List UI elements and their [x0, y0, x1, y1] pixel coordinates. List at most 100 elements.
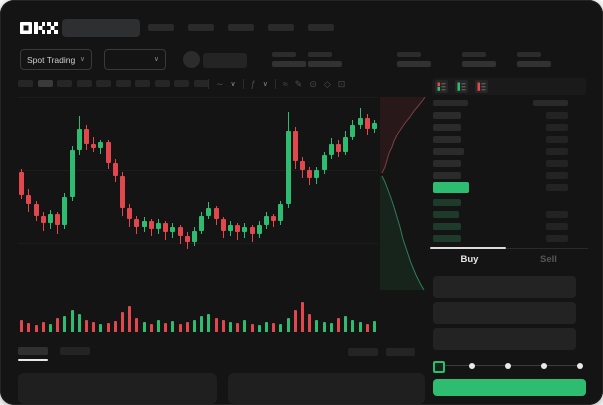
line-type-icon[interactable]: ≈: [282, 79, 288, 89]
timeframe-button[interactable]: [174, 80, 189, 87]
depth-asks-fill: [380, 97, 425, 173]
nav-item[interactable]: [188, 24, 214, 31]
okx-logo[interactable]: OKX: [20, 21, 58, 35]
volume-bar: [336, 318, 340, 332]
volume-bar: [27, 323, 31, 332]
bottom-tab[interactable]: [60, 347, 90, 355]
timeframe-button[interactable]: [96, 80, 111, 87]
orderbook-price-bar[interactable]: [433, 211, 459, 218]
bottom-row-control[interactable]: [348, 348, 378, 356]
orderbook-price-bar[interactable]: [433, 148, 464, 155]
orderbook-price-bar[interactable]: [433, 136, 461, 143]
volume-bar: [329, 323, 333, 332]
candles-layer: [18, 95, 378, 292]
orderbook-price-bar[interactable]: [433, 160, 461, 167]
candle-body: [242, 226, 248, 233]
chevron-down-icon[interactable]: ∨: [262, 80, 268, 88]
book-asks-icon[interactable]: [475, 80, 488, 93]
volume-bar: [192, 320, 196, 332]
bottom-row-control[interactable]: [386, 348, 415, 356]
slider-step[interactable]: [577, 363, 583, 369]
slider-step[interactable]: [505, 363, 511, 369]
candle-body: [40, 215, 46, 224]
candle-body: [177, 226, 183, 237]
last-price-highlight[interactable]: [433, 182, 469, 193]
fullscreen-icon[interactable]: ⊡: [337, 78, 346, 89]
orderbook-trade-panel: Buy Sell: [430, 76, 588, 405]
amount-field[interactable]: [433, 302, 576, 324]
chevron-down-icon[interactable]: ∨: [230, 80, 236, 88]
price-field[interactable]: [433, 276, 576, 298]
timeframe-button[interactable]: [76, 80, 92, 87]
orderbook-price-bar[interactable]: [433, 223, 461, 230]
nav-item[interactable]: [268, 24, 294, 31]
orderbook-price-bar[interactable]: [433, 172, 461, 179]
volume-bar: [34, 325, 38, 332]
candle-body: [235, 224, 241, 233]
candle-body: [98, 142, 104, 148]
market-type-selector[interactable]: Spot Trading ∨: [20, 49, 92, 70]
draw-pencil-icon[interactable]: ✎: [294, 78, 303, 89]
volume-bar: [178, 324, 182, 332]
orderbook-amount-bar: [546, 235, 568, 242]
volume-bar: [272, 323, 276, 332]
candle-body: [350, 125, 356, 137]
orderbook-price-bar[interactable]: [433, 235, 461, 242]
slider-step[interactable]: [469, 363, 475, 369]
timeframe-button-active[interactable]: [37, 80, 53, 87]
buy-button[interactable]: [433, 379, 586, 396]
diamond-icon[interactable]: ◇: [323, 78, 331, 89]
volume-bar: [171, 321, 175, 332]
candle-body: [69, 149, 75, 197]
last-price-placeholder: [203, 53, 247, 68]
book-both-icon[interactable]: [435, 80, 448, 93]
candle-body: [112, 162, 118, 177]
search-input[interactable]: [62, 19, 140, 37]
buy-tab-indicator: [430, 247, 506, 249]
function-icon[interactable]: ƒ: [250, 79, 256, 89]
volume-bar: [84, 320, 88, 332]
candle-body: [47, 213, 53, 224]
volume-bar: [236, 323, 240, 332]
tab-buy[interactable]: Buy: [460, 254, 479, 265]
orderbook-price-bar[interactable]: [433, 124, 461, 131]
timeframe-button[interactable]: [18, 80, 33, 87]
timeframe-button[interactable]: [135, 80, 150, 87]
depth-bids-fill: [380, 176, 424, 290]
orderbook-price-bar[interactable]: [433, 199, 461, 206]
candlestick-chart[interactable]: [18, 95, 378, 292]
orderbook-amount-bar: [546, 124, 568, 131]
chevron-down-icon: ∨: [153, 56, 159, 63]
volume-bar: [200, 316, 204, 332]
tab-sell[interactable]: Sell: [540, 254, 557, 265]
orders-panel: [18, 373, 217, 404]
price-column-header: [433, 100, 468, 106]
orderbook-amount-bar: [546, 136, 568, 143]
nav-item[interactable]: [308, 24, 334, 31]
camera-icon[interactable]: ⊙: [309, 78, 317, 89]
depth-bids-line: [381, 175, 425, 291]
nav-item[interactable]: [148, 24, 174, 31]
timeframe-button[interactable]: [193, 80, 209, 87]
timeframe-button[interactable]: [154, 80, 170, 87]
bottom-tab-active[interactable]: [18, 347, 48, 355]
slider-step[interactable]: [541, 363, 547, 369]
total-field[interactable]: [433, 328, 576, 350]
timeframe-button[interactable]: [57, 80, 72, 87]
slider-handle[interactable]: [433, 361, 445, 373]
indicator-icon[interactable]: ∼: [216, 78, 224, 89]
pair-selector[interactable]: ∨: [104, 49, 166, 70]
orderbook-price-bar[interactable]: [433, 112, 461, 119]
amount-slider[interactable]: [433, 359, 583, 373]
nav-item[interactable]: [228, 24, 254, 31]
book-bids-icon[interactable]: [455, 80, 468, 93]
coin-avatar: [183, 51, 200, 68]
volume-bar: [264, 322, 268, 332]
candle-body: [314, 170, 320, 178]
candle-body: [307, 170, 313, 178]
volume-bar: [228, 322, 232, 332]
candle-body: [335, 144, 341, 152]
volume-bar: [365, 324, 369, 332]
timeframe-button[interactable]: [115, 80, 131, 87]
ticker-stat: [308, 52, 342, 67]
